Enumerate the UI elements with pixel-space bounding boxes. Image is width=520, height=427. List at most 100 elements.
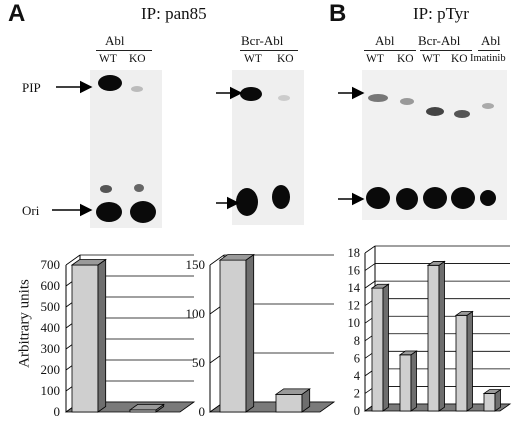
blot3-bcr-abl-bracket <box>420 50 472 51</box>
panel-letter-b: B <box>329 0 347 27</box>
pip-spot-ko <box>131 86 143 92</box>
bar-top <box>274 388 311 395</box>
ori-spot <box>423 187 447 209</box>
pip-spot <box>454 110 470 118</box>
pip-spot-wt <box>98 75 122 91</box>
y-tick-label: 16 <box>348 264 361 278</box>
blot3-bcr-abl-label: Bcr-Abl <box>418 33 461 48</box>
blot3-wt2-label: WT <box>422 53 440 65</box>
blot3-abl-label: Abl <box>375 33 395 48</box>
bar-top <box>426 261 446 266</box>
panel-a-ip-title: IP: pan85 <box>141 4 207 23</box>
panel-b-ip-title: IP: pTyr <box>413 4 469 23</box>
blot1-wt-label: WT <box>99 53 117 65</box>
bar-side <box>438 260 445 412</box>
blot-image-a-bcr-abl <box>232 70 304 225</box>
blot2-ko-label: KO <box>277 53 294 65</box>
ori-spot-ko <box>130 201 156 223</box>
pip-spot <box>426 107 444 116</box>
blot3-imatinib-label: Imatinib <box>470 53 506 64</box>
pip-label: PIP <box>22 80 41 95</box>
blot3-wt1-label: WT <box>366 53 384 65</box>
y-tick-label: 6 <box>354 351 360 365</box>
y-tick-label: 14 <box>348 281 361 295</box>
bar <box>371 287 384 412</box>
trace-spot <box>100 185 112 193</box>
blot3-abl2-bracket <box>478 50 500 51</box>
y-tick-label: 100 <box>186 306 206 321</box>
bar <box>219 259 247 413</box>
blot1-ko-label: KO <box>129 53 146 65</box>
chart-2: 0 50 100 150 <box>186 253 336 419</box>
ori-spot-wt <box>96 202 122 222</box>
blot1-abl-label: Abl <box>105 33 125 48</box>
bar <box>275 393 303 413</box>
blot1-bracket <box>96 50 152 51</box>
ori-spot <box>451 187 475 209</box>
grid-line <box>364 245 376 254</box>
y-tick-label: 600 <box>41 278 61 293</box>
y-tick-label: 12 <box>348 299 361 313</box>
pip-spot <box>400 98 414 105</box>
grid-line <box>65 254 81 266</box>
blot-image-b <box>362 70 507 220</box>
chart-3: 0 2 4 6 8 10 12 14 16 18 <box>348 245 512 418</box>
blot2-wt-label: WT <box>244 53 262 65</box>
grid-line <box>364 263 376 271</box>
pip-spot-wt <box>240 87 262 101</box>
bar <box>399 354 412 412</box>
panel-letter-a: A <box>8 0 26 27</box>
chart-1: 0 100 200 300 400 500 600 700 <box>41 254 196 419</box>
grid-line <box>364 280 376 289</box>
y-tick-label: 0 <box>354 404 360 418</box>
y-tick-label: 2 <box>354 386 360 400</box>
y-tick-label: 8 <box>354 334 360 348</box>
blot3-abl-bracket <box>364 50 416 51</box>
y-tick-label: 18 <box>348 246 361 260</box>
bar <box>71 264 99 413</box>
bar-top <box>482 389 502 394</box>
ori-spot-wt <box>236 188 258 216</box>
bar-top <box>70 259 107 266</box>
bar-top <box>370 283 390 289</box>
blot-image-a-abl <box>90 70 162 228</box>
y-tick-label: 50 <box>192 355 205 370</box>
y-tick-label: 300 <box>41 341 61 356</box>
y-tick-label: 4 <box>354 369 361 383</box>
bar <box>455 314 468 412</box>
y-tick-label: 700 <box>41 257 61 272</box>
blot3-ko1-label: KO <box>397 53 414 65</box>
bar <box>483 393 496 412</box>
bar-side <box>466 310 473 412</box>
y-tick-label: 400 <box>41 320 61 335</box>
y-tick-label: 500 <box>41 299 61 314</box>
blot3-ko2-label: KO <box>451 53 468 65</box>
bar-side <box>382 283 389 412</box>
bar-side <box>410 350 417 412</box>
pip-spot-ko <box>278 95 290 101</box>
trace-spot <box>134 184 144 192</box>
grid-line <box>209 254 225 266</box>
y-tick-label: 0 <box>199 404 206 419</box>
y-tick-label: 10 <box>348 316 361 330</box>
blot2-bracket <box>240 50 298 51</box>
ori-spot-ko <box>272 185 290 209</box>
bar-top <box>398 350 418 356</box>
blot2-bcr-abl-label: Bcr-Abl <box>241 33 284 48</box>
ori-spot <box>480 190 496 206</box>
blot3-abl2-label: Abl <box>481 33 501 48</box>
ori-spot <box>396 188 418 210</box>
y-tick-label: 0 <box>54 404 61 419</box>
pip-spot <box>482 103 494 109</box>
ori-spot <box>366 187 390 209</box>
bar <box>427 264 440 412</box>
pip-spot <box>368 94 388 102</box>
ori-label: Ori <box>22 203 40 218</box>
y-tick-label: 200 <box>41 362 61 377</box>
bar-top <box>454 311 474 316</box>
bar-top <box>218 254 255 261</box>
bar-side <box>97 258 107 413</box>
y-tick-label: 150 <box>186 257 206 272</box>
bar-top <box>128 403 165 411</box>
